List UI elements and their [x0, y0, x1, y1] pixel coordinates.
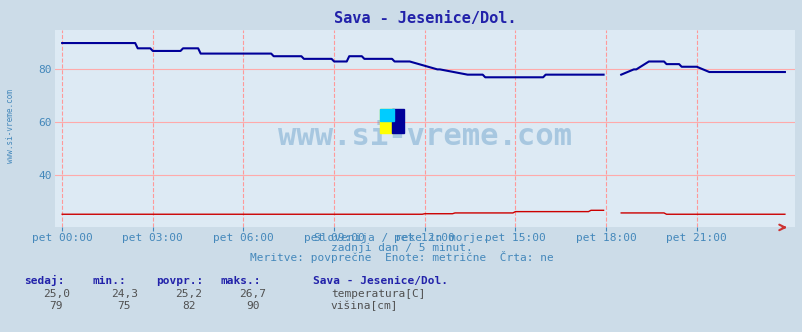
Title: Sava - Jesenice/Dol.: Sava - Jesenice/Dol.	[333, 11, 516, 26]
Text: sedaj:: sedaj:	[24, 275, 64, 286]
Bar	[380, 109, 393, 132]
Text: 75: 75	[118, 301, 131, 311]
Text: 24,3: 24,3	[111, 289, 138, 299]
Text: zadnji dan / 5 minut.: zadnji dan / 5 minut.	[330, 243, 472, 253]
Text: 82: 82	[182, 301, 195, 311]
Text: www.si-vreme.com: www.si-vreme.com	[277, 122, 571, 151]
Text: 79: 79	[50, 301, 63, 311]
Text: 25,0: 25,0	[43, 289, 70, 299]
Text: www.si-vreme.com: www.si-vreme.com	[6, 89, 15, 163]
Text: Sava - Jesenice/Dol.: Sava - Jesenice/Dol.	[313, 276, 448, 286]
Text: 26,7: 26,7	[239, 289, 266, 299]
Bar	[391, 109, 403, 132]
Text: povpr.:: povpr.:	[156, 276, 204, 286]
Text: 25,2: 25,2	[175, 289, 202, 299]
Bar	[380, 109, 393, 121]
Text: 90: 90	[246, 301, 259, 311]
Text: min.:: min.:	[92, 276, 126, 286]
Text: Meritve: povprečne  Enote: metrične  Črta: ne: Meritve: povprečne Enote: metrične Črta:…	[249, 251, 553, 263]
Text: Slovenija / reke in morje.: Slovenija / reke in morje.	[314, 233, 488, 243]
Text: višina[cm]: višina[cm]	[330, 301, 398, 311]
Text: maks.:: maks.:	[221, 276, 261, 286]
Text: temperatura[C]: temperatura[C]	[330, 289, 425, 299]
